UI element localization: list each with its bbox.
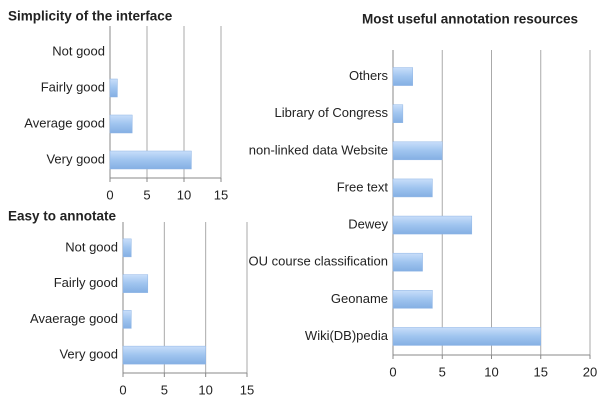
y-tick-label: Wiki(DB)pedia [305,328,389,343]
y-tick-label: Very good [59,347,118,362]
x-tick-label: 15 [214,187,228,202]
bar [392,67,413,86]
bar [392,104,404,123]
y-tick-label: Free text [337,179,389,194]
y-tick-label: Fairly good [41,79,105,94]
y-tick-label: Others [349,68,389,83]
y-tick-label: Dewey [348,217,388,232]
y-tick-label: Not good [52,43,105,58]
chart-title: Most useful annotation resources [362,12,578,27]
x-tick-label: 0 [389,364,396,379]
x-tick-label: 15 [534,364,548,379]
bar [392,141,443,161]
bar [109,114,133,134]
x-tick-label: 5 [439,364,446,379]
y-tick-label: OU course classification [249,254,388,269]
bar [109,150,192,170]
bar [122,345,206,365]
x-tick-label: 10 [198,382,212,397]
bar [392,215,473,235]
bar [122,310,132,329]
bar [392,178,433,198]
x-tick-label: 0 [106,187,113,202]
y-tick-label: Avaerage good [30,311,118,326]
bar [392,252,423,272]
chart-title: Easy to annotate [8,209,117,224]
bar [392,327,541,346]
x-tick-label: 5 [161,382,168,397]
bar [122,274,149,293]
bar [392,290,433,309]
bar [122,238,132,258]
x-tick-label: 10 [177,187,191,202]
y-tick-label: non-linked data Website [249,142,388,157]
y-tick-label: Average good [24,115,105,130]
chart-title: Simplicity of the interface [8,9,173,24]
bar [109,78,118,98]
y-tick-label: Very good [46,151,105,166]
y-tick-label: Not good [65,239,118,254]
x-tick-label: 10 [484,364,498,379]
x-tick-label: 0 [119,382,126,397]
x-tick-label: 15 [240,382,254,397]
y-tick-label: Geoname [331,291,388,306]
x-tick-label: 5 [143,187,150,202]
y-tick-label: Library of Congress [275,105,389,120]
x-tick-label: 20 [583,364,597,379]
y-tick-label: Fairly good [54,275,118,290]
